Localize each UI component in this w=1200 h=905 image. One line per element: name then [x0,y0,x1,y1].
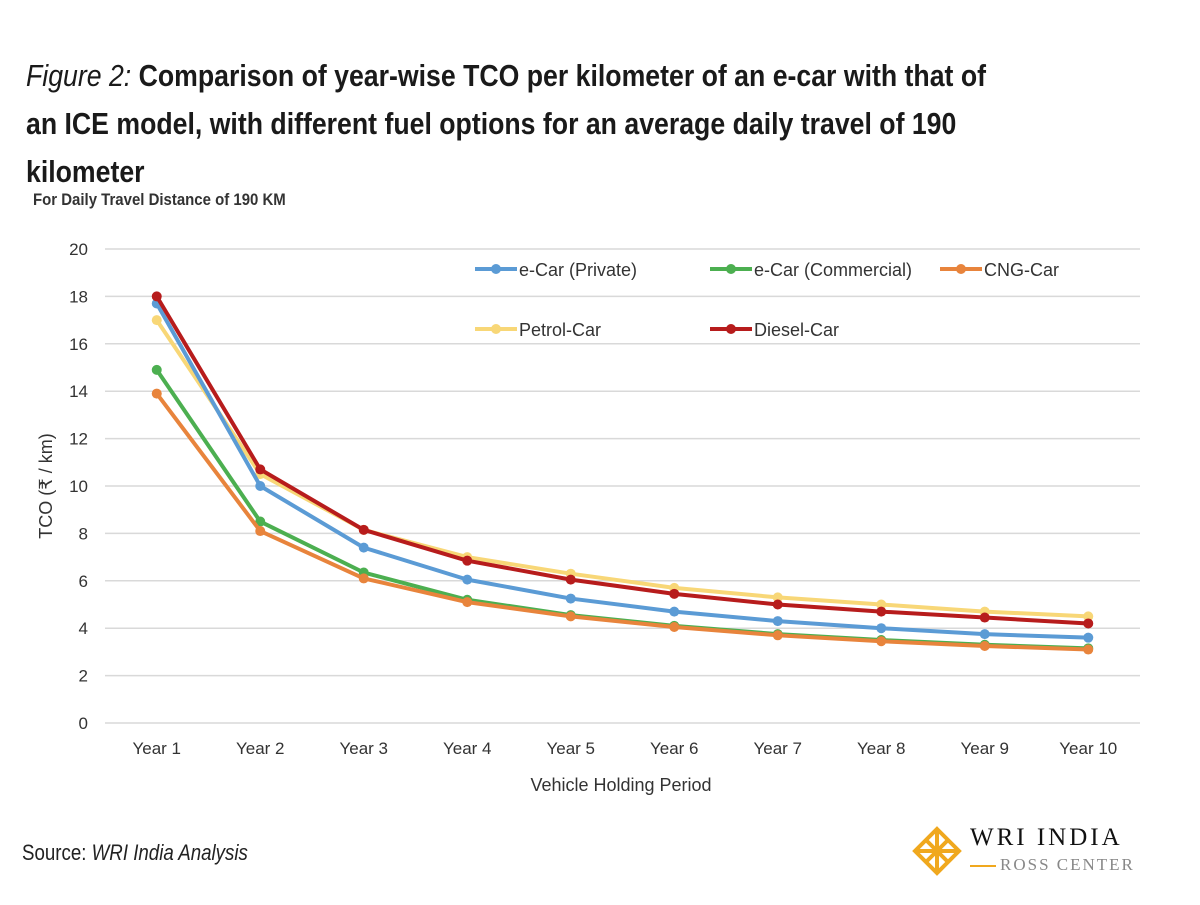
y-axis-label: TCO (₹ / km) [36,433,56,538]
data-point [979,629,990,640]
series-line-e-car-private- [155,302,1089,640]
y-tick-label: 20 [69,240,88,259]
source-text: WRI India Analysis [91,840,248,865]
logo-line2-text: ROSS CENTER [1000,855,1135,874]
data-point [565,593,576,604]
legend-label: e-Car (Commercial) [754,260,912,280]
y-tick-label: 8 [79,524,88,543]
data-point [565,574,576,585]
y-tick-label: 12 [69,430,88,449]
data-point [772,616,783,627]
legend-marker [726,264,736,274]
wri-logo: WRI INDIA ROSS CENTER [910,822,1150,882]
data-point [876,599,887,610]
data-point [1083,618,1094,629]
x-tick-label: Year 8 [857,739,906,758]
y-tick-label: 14 [69,382,88,401]
x-axis-label: Vehicle Holding Period [530,775,711,795]
data-point [151,364,162,375]
legend-marker [726,324,736,334]
y-tick-label: 16 [69,335,88,354]
y-tick-label: 10 [69,477,88,496]
legend-label: Petrol-Car [519,320,601,340]
logo-line2: ROSS CENTER [970,855,1135,875]
data-point [358,573,369,584]
data-point [1083,632,1094,643]
data-point [151,315,162,326]
legend-label: e-Car (Private) [519,260,637,280]
data-point [255,516,266,527]
data-point [772,592,783,603]
legend-marker [956,264,966,274]
legend-label: Diesel-Car [754,320,839,340]
x-tick-label: Year 3 [339,739,388,758]
data-point [151,388,162,399]
source-label: Source: [22,840,87,865]
x-tick-label: Year 4 [443,739,492,758]
data-point [255,464,266,475]
data-point [255,481,266,491]
data-point [565,611,576,622]
data-point [876,623,887,634]
x-tick-label: Year 6 [650,739,699,758]
lattice-logo-icon [912,826,962,876]
y-tick-label: 0 [79,714,88,733]
data-point [1083,611,1094,622]
x-tick-label: Year 1 [132,739,181,758]
x-tick-label: Year 5 [546,739,595,758]
figure-title: Figure 2: Comparison of year-wise TCO pe… [26,52,1015,196]
data-point [979,612,990,623]
logo-line1: WRI INDIA [970,824,1123,851]
data-point [358,524,369,535]
data-point [1083,644,1094,655]
data-point [772,630,783,641]
legend-label: CNG-Car [984,260,1059,280]
series-line-cng-car [155,392,1089,652]
data-point [876,636,887,647]
x-tick-label: Year 2 [236,739,285,758]
figure-title-text: Comparison of year-wise TCO per kilomete… [26,58,986,189]
data-point [255,526,266,537]
y-tick-label: 18 [69,287,88,306]
y-tick-label: 2 [79,667,88,686]
figure-number: Figure 2: [26,58,132,93]
data-point [669,606,680,617]
series-line-petrol-car [155,318,1089,619]
data-point [772,599,783,610]
series-line-diesel-car [155,295,1089,626]
data-point [462,574,473,585]
legend-marker [491,324,501,334]
data-point [876,606,887,617]
chart-title: For Daily Travel Distance of 190 KM [33,190,286,209]
data-point [669,622,680,633]
data-point [462,597,473,608]
data-point [358,542,369,553]
x-tick-label: Year 10 [1059,739,1117,758]
legend-marker [491,264,501,274]
x-tick-label: Year 7 [753,739,802,758]
x-tick-label: Year 9 [960,739,1009,758]
data-point [462,555,473,566]
y-tick-label: 6 [79,572,88,591]
data-point [979,640,990,651]
y-tick-label: 4 [79,619,88,638]
data-point [151,291,162,302]
data-point [669,588,680,599]
source-note: Source: WRI India Analysis [22,840,248,866]
